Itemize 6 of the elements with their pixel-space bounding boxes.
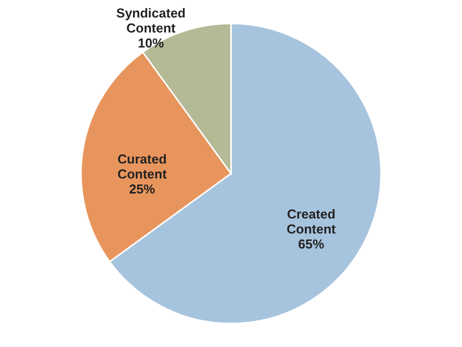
data-label: 25% [129,181,156,196]
data-label: 65% [298,236,325,252]
slice-label: Created Content [286,206,336,236]
slice-label: Syndicated Content [116,5,186,36]
slice-label: Curated Content [118,151,168,182]
data-label: 10% [138,35,164,50]
